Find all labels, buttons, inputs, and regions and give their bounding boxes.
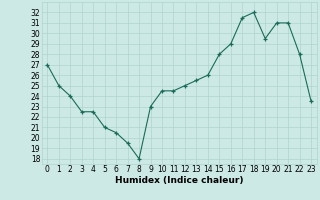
X-axis label: Humidex (Indice chaleur): Humidex (Indice chaleur) <box>115 176 244 185</box>
